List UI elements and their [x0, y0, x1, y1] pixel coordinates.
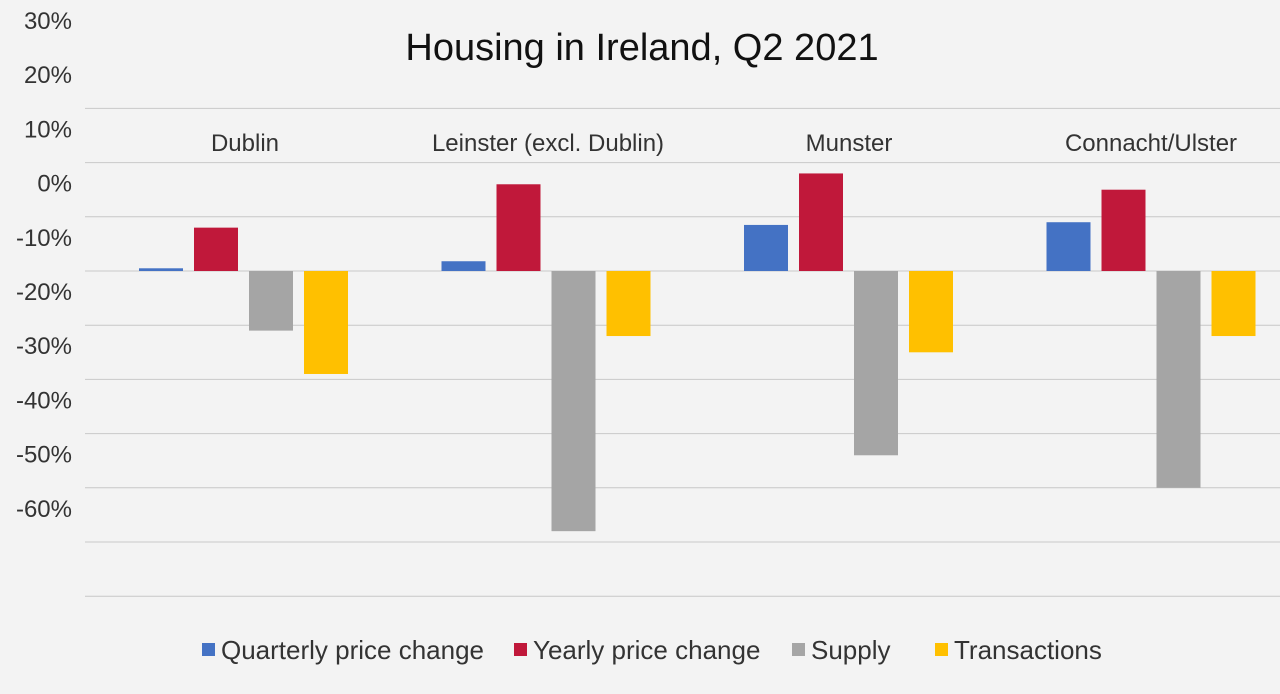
bar	[551, 271, 596, 532]
bars	[139, 173, 1256, 532]
bar	[744, 224, 788, 271]
bar	[854, 271, 898, 456]
bar	[194, 227, 238, 271]
bar	[139, 268, 183, 271]
category-label: Dublin	[211, 130, 279, 157]
category-labels: Dublin Leinster (excl. Dublin) Munster Conn…	[211, 130, 1237, 157]
y-tick-label: 30%	[24, 8, 72, 35]
bar	[1211, 271, 1256, 337]
bar	[799, 173, 843, 271]
y-axis-ticks: 30% 20% 10% 0% -10% -20% -30% -40% -50% -60%	[16, 8, 72, 523]
y-tick-label: -40%	[16, 387, 72, 414]
legend-label: Quarterly price change	[221, 635, 484, 665]
gridlines	[85, 107, 1280, 597]
category-label: Connacht/Ulster	[1065, 130, 1237, 157]
legend: Quarterly price change Yearly price chang…	[202, 635, 1102, 665]
legend-label: Yearly price change	[533, 635, 760, 665]
bar	[909, 271, 953, 353]
category-label: Leinster (excl. Dublin)	[432, 130, 664, 157]
y-tick-label: 0%	[37, 171, 72, 198]
y-tick-label: -10%	[16, 225, 72, 252]
bar	[304, 271, 348, 374]
y-tick-label: -20%	[16, 279, 72, 306]
bar	[496, 184, 541, 271]
legend-label: Supply	[811, 635, 891, 665]
legend-swatch	[202, 643, 215, 656]
bar	[1156, 271, 1201, 488]
y-tick-label: -30%	[16, 333, 72, 360]
y-tick-label: -50%	[16, 442, 72, 469]
category-label: Munster	[806, 130, 893, 157]
legend-swatch	[935, 643, 948, 656]
bar	[249, 271, 293, 331]
y-tick-label: 10%	[24, 116, 72, 143]
bar	[1046, 222, 1091, 271]
bar	[606, 271, 651, 337]
bar	[441, 261, 486, 271]
legend-label: Transactions	[954, 635, 1102, 665]
y-tick-label: -60%	[16, 496, 72, 523]
legend-swatch	[792, 643, 805, 656]
chart-title: Housing in Ireland, Q2 2021	[405, 27, 878, 69]
bar	[1101, 189, 1146, 271]
legend-swatch	[514, 643, 527, 656]
y-tick-label: 20%	[24, 62, 72, 89]
